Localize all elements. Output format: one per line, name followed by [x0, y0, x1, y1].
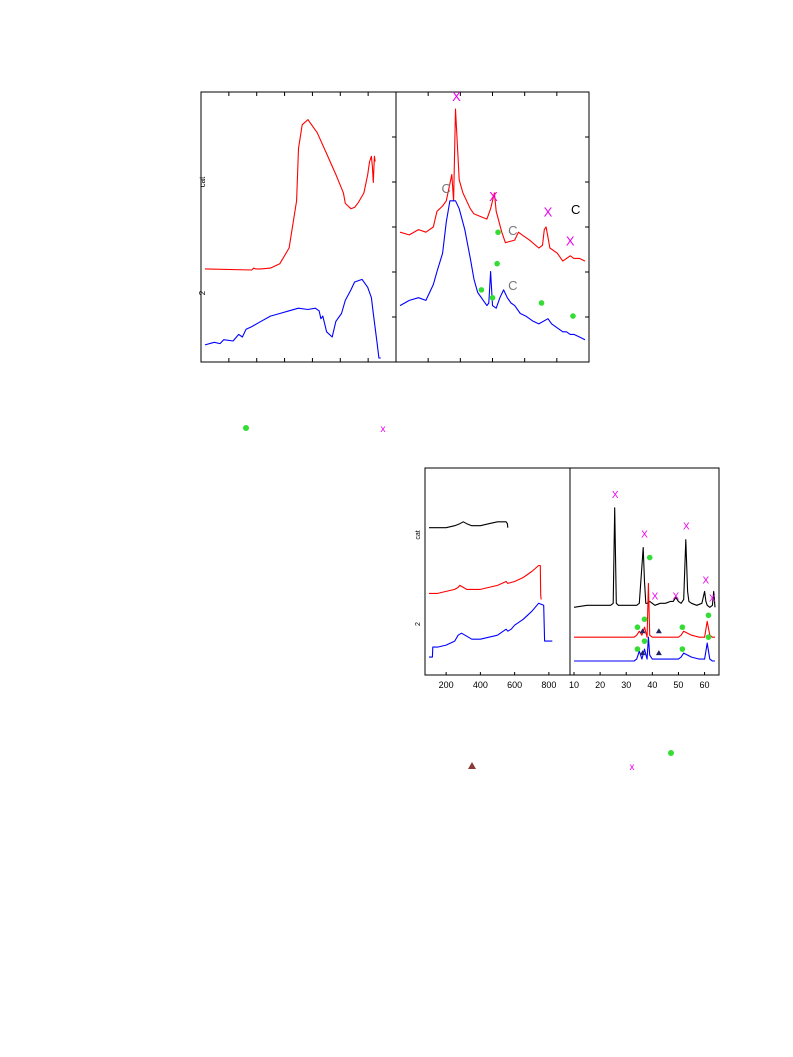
x-tick-label: 40 — [647, 680, 657, 690]
x-tick-label: 60 — [700, 680, 710, 690]
green-dot-marker — [570, 313, 576, 319]
green-dot-marker — [705, 634, 712, 640]
x-tick-label: 30 — [621, 680, 631, 690]
x-tick-label: 200 — [439, 680, 454, 690]
green-dot-marker — [679, 646, 686, 652]
legend-green-dot — [243, 425, 249, 431]
panel-top-left: cat 2 — [198, 91, 397, 363]
x-tick-label: 800 — [541, 680, 556, 690]
x-tick-label: 600 — [507, 680, 522, 690]
panel-frame — [424, 467, 571, 676]
legend-x-mark: x — [381, 424, 386, 435]
green-dot-marker — [679, 624, 686, 631]
x-tick-label: 50 — [673, 680, 683, 690]
annotation-label: X — [489, 189, 498, 204]
x-tick-label: 10 — [569, 680, 579, 690]
tick-layer — [228, 92, 396, 362]
legend-x-mark: x — [630, 762, 635, 773]
green-dot-marker — [641, 638, 648, 644]
panel-frame — [200, 91, 397, 363]
x-tick-label: 400 — [473, 680, 488, 690]
y-axis-label: cat — [198, 176, 207, 187]
annotation-label: C — [442, 181, 451, 196]
annotation-label: X — [544, 205, 553, 220]
annotation-label: X — [612, 490, 619, 501]
annotation-label: C — [571, 202, 580, 217]
annotation-label: X — [709, 593, 716, 604]
annotation-label: X — [683, 522, 690, 533]
triangle-marker — [655, 650, 662, 656]
green-dot-marker — [495, 229, 501, 236]
series-line-1 — [204, 278, 381, 359]
legend-triangle — [468, 762, 476, 769]
legend-marks: xx — [243, 424, 674, 773]
marker-layer — [478, 229, 576, 319]
annotation-label: C — [508, 223, 517, 238]
series-line-0 — [573, 507, 716, 608]
series-line-2 — [574, 636, 715, 662]
green-dot-marker — [538, 300, 545, 306]
side-label: 2 — [198, 290, 207, 295]
triangle-marker — [639, 628, 646, 634]
series-line-1 — [574, 582, 715, 638]
series-line-0 — [399, 108, 586, 262]
series-layer — [204, 119, 381, 359]
triangle-marker — [655, 628, 662, 634]
green-dot-marker — [634, 624, 641, 631]
y-axis-label: cat — [415, 530, 422, 539]
marker-layer — [634, 554, 712, 656]
panel-frame — [395, 91, 590, 363]
series-line-1 — [399, 200, 586, 341]
series-line-1 — [429, 564, 542, 600]
annotation-label: C — [508, 278, 517, 293]
green-dot-marker — [489, 294, 496, 301]
x-tick-label: 20 — [595, 680, 605, 690]
green-dot-marker — [641, 616, 648, 623]
annotation-label: X — [672, 591, 679, 602]
tick-layer: 10 20 30 40 50 60 — [569, 672, 710, 690]
annotation-label: X — [652, 591, 659, 602]
panel-bottom-left: cat 2 200 400 600 800 — [415, 467, 571, 690]
side-label: 2 — [415, 622, 422, 626]
series-layer — [399, 108, 586, 341]
triangle-marker — [639, 650, 646, 656]
green-dot-marker — [705, 612, 712, 619]
panel-frame — [569, 467, 720, 676]
series-line-2 — [429, 602, 553, 658]
series-layer — [429, 521, 553, 658]
green-dot-marker — [494, 260, 500, 267]
annotation-label: X — [641, 530, 648, 541]
annotation-label: X — [566, 233, 575, 248]
green-dot-marker — [478, 287, 485, 293]
tick-layer: 200 400 600 800 — [439, 672, 556, 690]
annotation-label: X — [703, 575, 710, 586]
annotation-label: X — [452, 89, 461, 104]
series-line-0 — [204, 119, 376, 271]
tick-layer — [427, 92, 589, 362]
green-dot-marker — [634, 646, 641, 652]
series-layer — [573, 507, 716, 662]
green-dot-marker — [646, 554, 653, 561]
legend-green-dot — [668, 750, 674, 756]
series-line-0 — [429, 521, 509, 529]
